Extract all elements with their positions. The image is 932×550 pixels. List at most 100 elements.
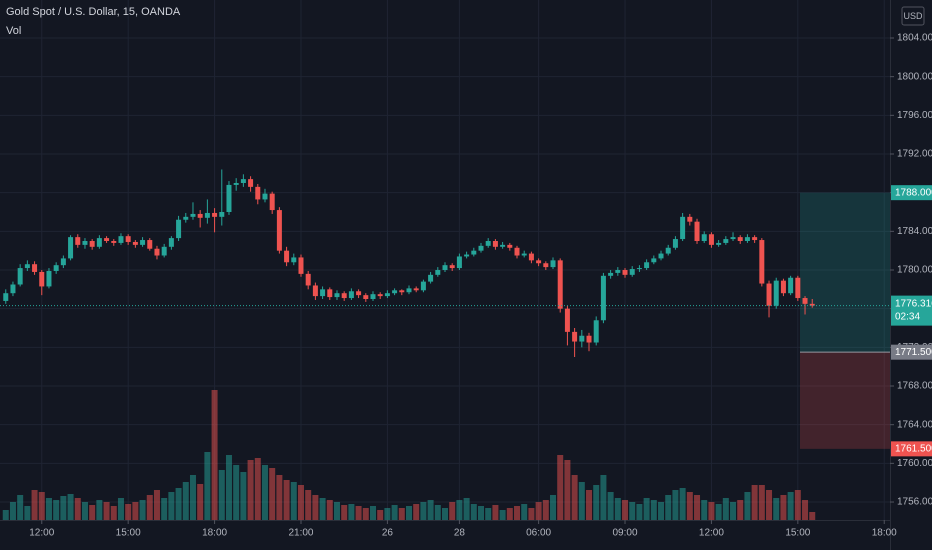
volume-bar [161,498,168,520]
candle-body [370,294,376,300]
volume-bar [802,500,809,520]
volume-bar [427,500,434,520]
candle-body [125,236,131,242]
candle-body [226,184,232,213]
volume-bar [398,508,405,520]
candle-body [168,238,174,247]
volume-bar [694,495,701,520]
volume-bar [369,506,376,520]
candle-body [204,212,210,218]
volume-bar [103,502,110,520]
candle-body [10,284,16,294]
candle-body [521,253,527,256]
candle-body [442,265,448,271]
volume-bar [233,465,240,520]
candle-body [644,262,650,269]
position-tool [800,192,890,449]
candle-body [262,193,268,200]
countdown: 02:34 [895,311,920,322]
x-tick-label: 06:00 [526,528,551,539]
candle-body [665,247,671,254]
volume-bar [38,492,45,520]
volume-bar [478,506,485,520]
volume-bar [96,500,103,520]
volume-bar [413,504,420,520]
volume-bar [355,506,362,520]
candle-body [687,216,693,222]
volume-bar [809,512,816,520]
chart-title: Gold Spot / U.S. Dollar, 15, OANDA [6,6,181,18]
volume-bar [506,508,513,520]
volume-bar [730,502,737,520]
volume-bar [305,490,312,520]
y-tick-label: 1804.000 [897,33,932,44]
candle-body [132,241,138,245]
volume-bar [470,504,477,520]
volume-bar [607,492,614,520]
currency[interactable]: USD [903,11,923,21]
volume-bar [319,498,326,520]
volume-bar [658,502,665,520]
grid [0,0,890,520]
profit-zone [800,192,890,353]
candle-body [39,271,45,287]
volume-bar [499,510,506,520]
volume-bar [434,505,441,520]
volume-bar [175,488,182,520]
volume-bar [139,500,146,520]
candle-body [413,288,419,291]
volume-bar [117,498,124,520]
x-tick-label: 26 [382,528,394,539]
candle-body [766,283,772,306]
candle-body [377,294,383,297]
candle-body [795,277,801,299]
candle-body [17,268,23,285]
candle-body [176,219,182,239]
volume-bar [377,510,384,520]
volume-bar [283,480,290,520]
candle-body [500,244,506,247]
volume-bar [744,492,751,520]
volume-bar [218,470,225,520]
volume-bar [211,390,218,520]
indicator-label: Vol [6,25,21,37]
volume-bar [197,484,204,520]
y-tick-label: 1768.000 [897,381,932,392]
x-tick-label: 15:00 [785,528,810,539]
volume-bar [67,494,74,520]
candle-body [449,265,455,269]
candle-body [154,248,160,256]
volume-bar [326,500,333,520]
volume-bar [679,488,686,520]
candle-body [809,303,815,306]
candle-body [298,257,304,274]
candle-body [651,258,657,263]
candle-body [586,335,592,343]
last-price-label: 1776.316 [895,298,932,309]
volume-bar [665,495,672,520]
entry-label: 1771.500 [895,347,932,358]
candle-body [485,241,491,246]
volume-bar [751,485,758,520]
candle-body [759,240,765,284]
y-tick-label: 1796.000 [897,110,932,121]
y-tick-label: 1780.000 [897,265,932,276]
volume-bar [485,508,492,520]
currency-box[interactable] [901,6,925,26]
candle-body [737,237,743,242]
x-tick-label: 18:00 [202,528,227,539]
volume-bar [528,508,535,520]
candle-body [507,244,513,248]
candle-body [104,238,110,242]
candle-body [773,280,779,306]
candle-body [32,264,38,272]
candle-body [255,186,261,200]
candle-body [305,273,311,286]
candle-body [276,210,282,251]
x-tick-label: 09:00 [613,528,638,539]
x-tick-label: 12:00 [699,528,724,539]
candle-body [492,241,498,247]
candle-body [708,234,714,245]
candle-body [730,237,736,240]
volume-bar [701,500,708,520]
